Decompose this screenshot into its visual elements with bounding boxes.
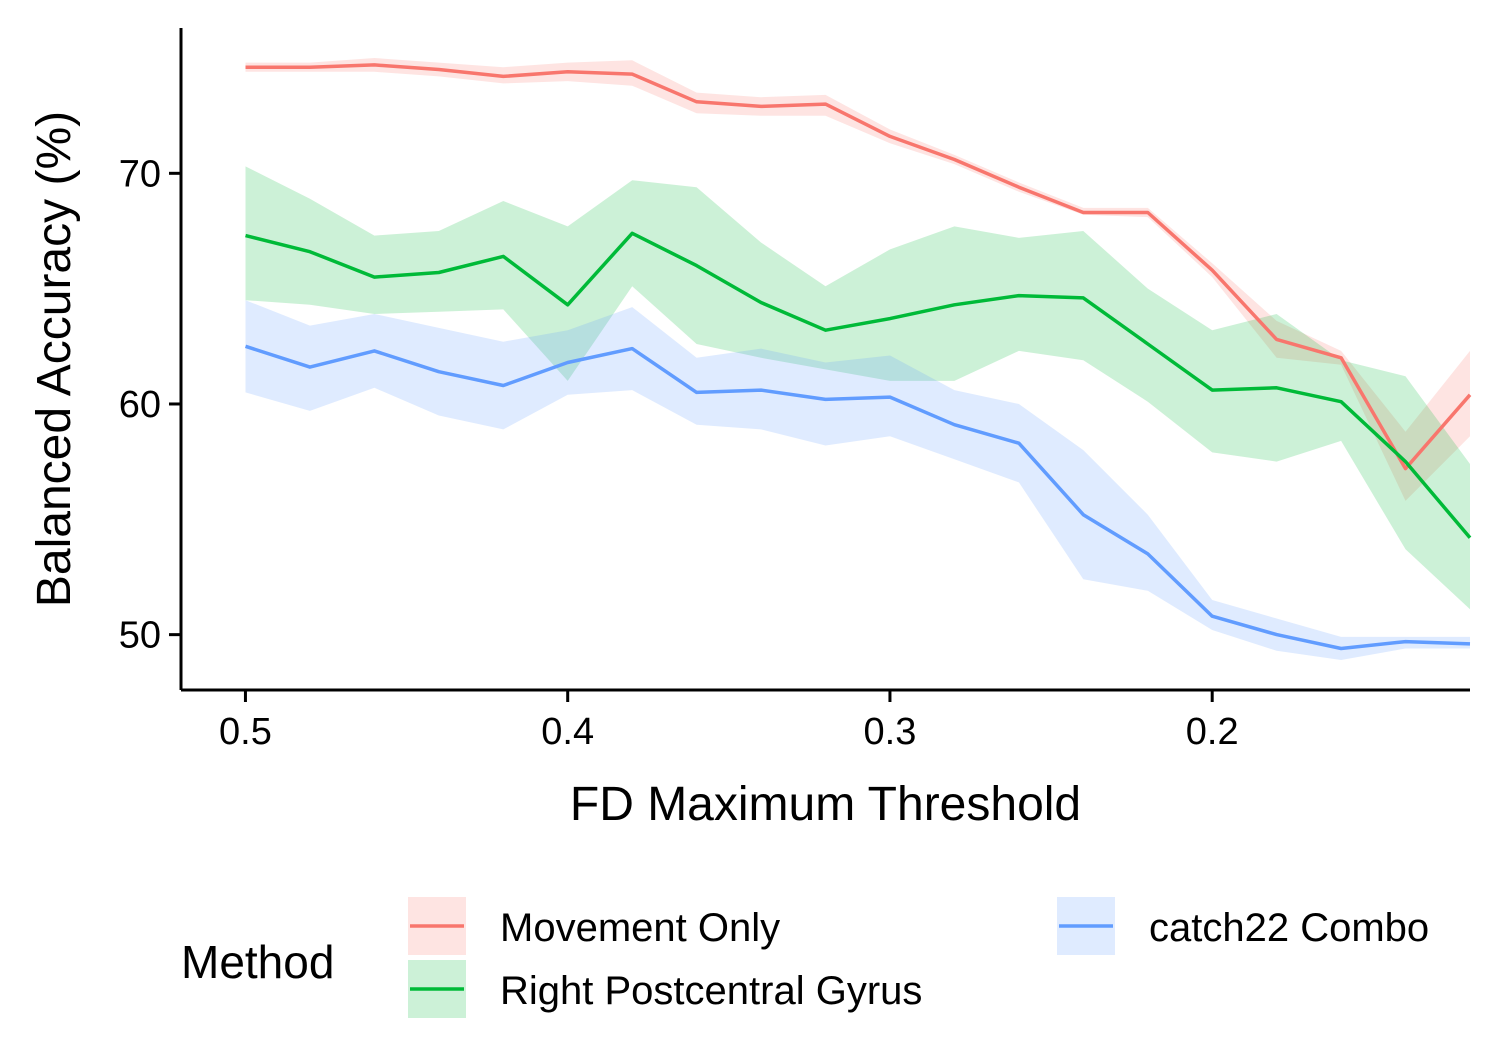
legend-item-right-postcentral-gyrus: Right Postcentral Gyrus [408, 960, 922, 1018]
legend-label: Movement Only [500, 906, 780, 950]
x-axis-ticks: 0.5 0.4 0.3 0.2 [219, 690, 1239, 753]
line-movement-only [245, 63, 1472, 471]
x-tick-label: 0.4 [541, 711, 594, 753]
x-tick-label: 0.2 [1186, 711, 1239, 753]
x-tick-label: 0.3 [864, 711, 917, 753]
line-catch22-combo [244, 344, 1471, 651]
axes: 50 60 70 0.5 0.4 0.3 0.2 [119, 28, 1470, 753]
legend-item-catch22-combo: catch22 Combo [1057, 897, 1429, 955]
x-axis-title: FD Maximum Threshold [570, 778, 1081, 831]
y-axis-title: Balanced Accuracy (%) [28, 111, 81, 607]
y-tick-label: 50 [119, 615, 161, 657]
band-right-postcentral-gyrus [245, 166, 1470, 610]
line-right-postcentral-gyrus [245, 231, 1472, 539]
x-tick-label: 0.5 [219, 711, 272, 753]
legend-label: catch22 Combo [1149, 906, 1429, 950]
y-axis-ticks: 50 60 70 [119, 153, 181, 657]
legend-items: Movement Only Right Postcentral Gyrus catc… [408, 897, 1429, 1018]
legend: Method Movement Only Right Postcentral Gy… [181, 897, 1429, 1018]
confidence-bands [245, 58, 1470, 660]
legend-item-movement-only: Movement Only [408, 897, 780, 955]
series-lines [244, 63, 1472, 651]
band-movement-only [245, 58, 1470, 501]
y-tick-label: 70 [119, 153, 161, 195]
legend-label: Right Postcentral Gyrus [500, 969, 922, 1013]
y-tick-label: 60 [119, 384, 161, 426]
legend-title: Method [181, 936, 334, 988]
